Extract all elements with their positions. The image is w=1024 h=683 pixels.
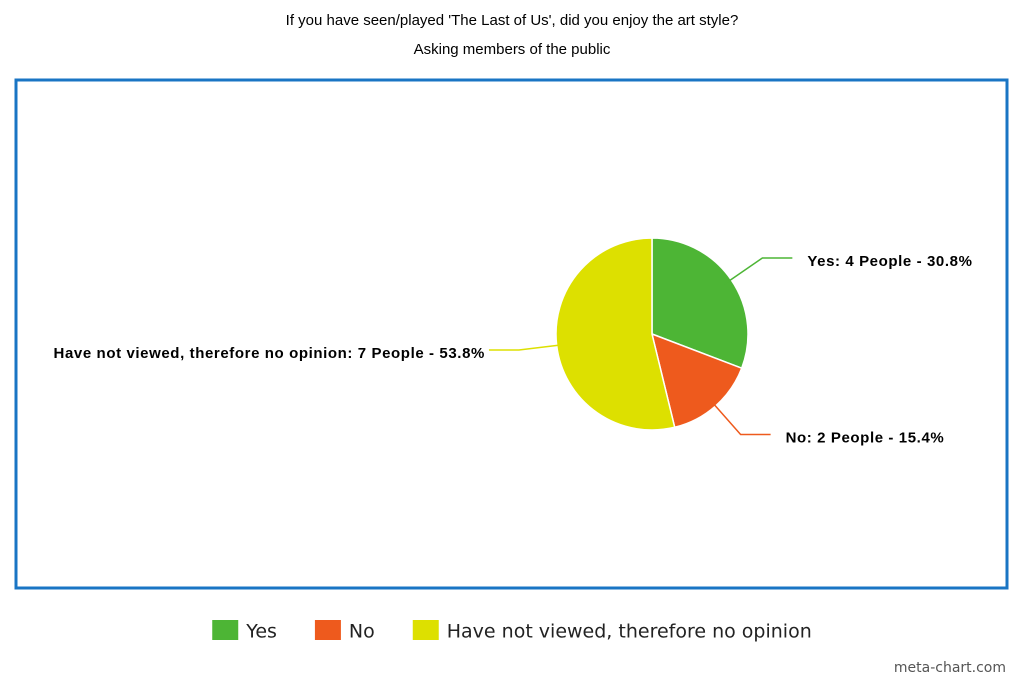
legend-swatch (212, 620, 239, 640)
source: meta-chart.com (894, 660, 1006, 676)
legend-label: No (349, 621, 375, 643)
legend-label: Yes (245, 621, 277, 643)
legend-swatch (412, 620, 439, 640)
plot-frame (14, 78, 1009, 590)
chart-title: If you have seen/played 'The Last of Us'… (286, 12, 739, 29)
legend-label: Have not viewed, therefore no opinion (447, 621, 812, 643)
data-label: Yes: 4 People - 30.8% (807, 253, 972, 270)
leader-line (488, 343, 565, 351)
legend-swatch (314, 620, 341, 640)
leader-line (709, 399, 771, 436)
leader-line (724, 257, 793, 285)
data-label: No: 2 People - 15.4% (786, 429, 945, 446)
data-label: Have not viewed, therefore no opinion: 7… (54, 345, 485, 362)
chart-subtitle: Asking members of the public (414, 41, 611, 58)
